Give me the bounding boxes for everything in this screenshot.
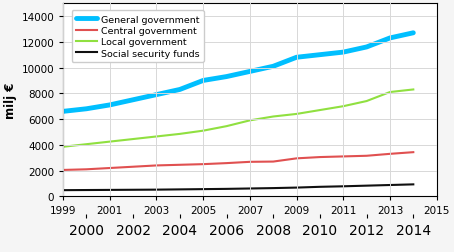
Central government	[317, 156, 323, 159]
Social security funds	[387, 184, 393, 187]
Central government	[177, 164, 183, 167]
General government	[247, 71, 252, 74]
Local government	[177, 133, 183, 136]
Local government	[130, 138, 136, 141]
Social security funds	[247, 187, 252, 190]
General government	[317, 54, 323, 57]
Central government	[271, 161, 276, 164]
Local government	[247, 119, 252, 122]
Local government	[317, 109, 323, 112]
Central government	[294, 157, 299, 160]
Social security funds	[294, 186, 299, 189]
Social security funds	[154, 188, 159, 192]
Local government	[294, 113, 299, 116]
Line: General government: General government	[63, 34, 413, 112]
Social security funds	[410, 183, 416, 186]
Central government	[130, 166, 136, 169]
Central government	[387, 153, 393, 156]
Central government	[107, 167, 113, 170]
Local government	[60, 146, 66, 149]
Local government	[224, 125, 229, 128]
Local government	[107, 141, 113, 144]
Local government	[154, 135, 159, 138]
Social security funds	[340, 185, 346, 188]
Line: Central government: Central government	[63, 152, 413, 170]
Local government	[201, 130, 206, 133]
General government	[201, 80, 206, 83]
Local government	[340, 105, 346, 108]
General government	[130, 99, 136, 102]
General government	[107, 104, 113, 107]
Social security funds	[177, 188, 183, 191]
Social security funds	[201, 188, 206, 191]
Central government	[224, 162, 229, 165]
Central government	[154, 164, 159, 167]
Local government	[410, 89, 416, 92]
General government	[84, 108, 89, 111]
Central government	[247, 161, 252, 164]
Social security funds	[130, 188, 136, 192]
Central government	[60, 169, 66, 172]
General government	[154, 94, 159, 97]
General government	[340, 51, 346, 54]
Central government	[340, 155, 346, 158]
Social security funds	[107, 189, 113, 192]
General government	[294, 56, 299, 59]
General government	[410, 32, 416, 35]
General government	[364, 46, 370, 49]
General government	[60, 110, 66, 113]
Central government	[364, 155, 370, 158]
Legend: General government, Central government, Local government, Social security funds: General government, Central government, …	[72, 11, 204, 63]
Central government	[410, 151, 416, 154]
Central government	[201, 163, 206, 166]
General government	[387, 37, 393, 40]
General government	[224, 76, 229, 79]
Line: Local government: Local government	[63, 90, 413, 147]
Social security funds	[60, 189, 66, 192]
Social security funds	[317, 185, 323, 188]
Social security funds	[364, 184, 370, 187]
Central government	[84, 168, 89, 171]
Social security funds	[271, 187, 276, 190]
Local government	[271, 115, 276, 118]
Social security funds	[224, 187, 229, 191]
Social security funds	[84, 189, 89, 192]
General government	[271, 66, 276, 69]
Local government	[364, 100, 370, 103]
Line: Social security funds: Social security funds	[63, 185, 413, 191]
Local government	[387, 91, 393, 94]
Y-axis label: milj €: milj €	[4, 82, 17, 118]
General government	[177, 89, 183, 92]
Local government	[84, 143, 89, 146]
